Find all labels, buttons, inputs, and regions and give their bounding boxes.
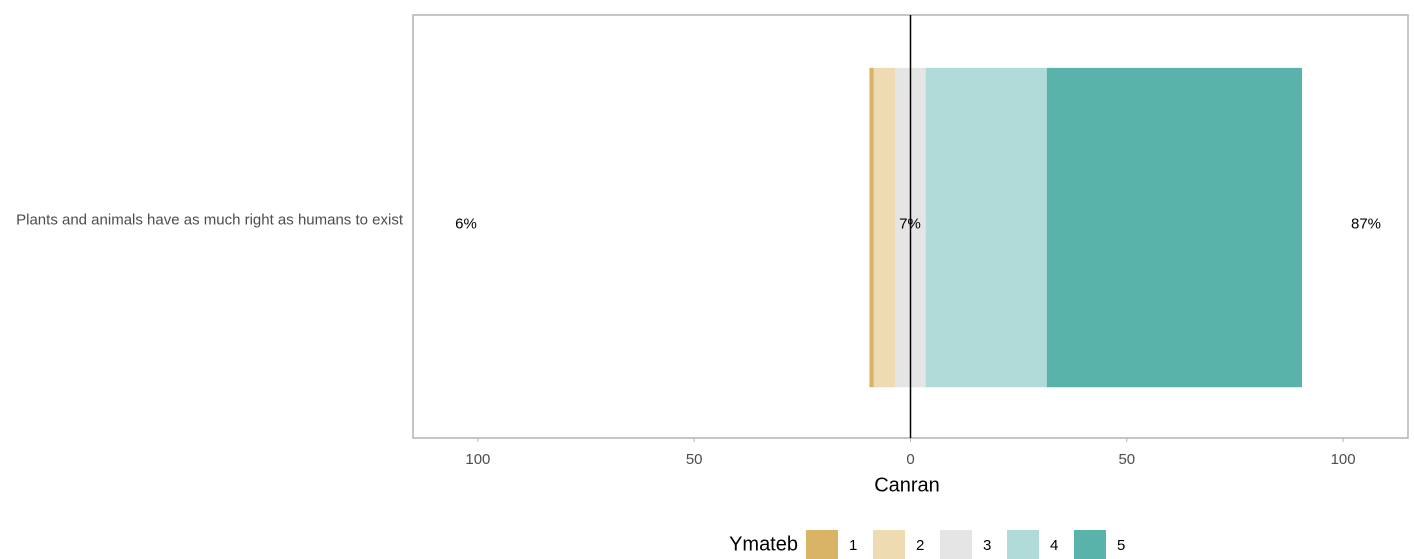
legend-label: 1 [849, 537, 857, 554]
x-tick-label: 50 [1118, 451, 1135, 468]
summary-label: 6% [455, 215, 477, 232]
legend-title: Ymateb [729, 533, 798, 555]
legend-swatch [873, 530, 905, 559]
bar-segment [1046, 67, 1303, 388]
legend-swatch [1007, 530, 1039, 559]
x-tick-label: 100 [1331, 451, 1356, 468]
category-label-line: Plants and animals have as much right as… [16, 211, 404, 228]
legend-swatch [1074, 530, 1106, 559]
legend-swatch [940, 530, 972, 559]
bar-segment [873, 67, 896, 388]
x-tick-label: 0 [906, 451, 914, 468]
bar-segment [925, 67, 1047, 388]
bar-segment [869, 67, 874, 388]
x-axis-title: Canran [874, 474, 940, 496]
summary-label: 87% [1351, 215, 1381, 232]
category-label: Plants and animals have as much right as… [16, 211, 404, 228]
legend-label: 5 [1117, 537, 1125, 554]
legend-label: 3 [983, 537, 991, 554]
x-tick-label: 50 [686, 451, 703, 468]
legend-swatch [806, 530, 838, 559]
x-tick-label: 100 [465, 451, 490, 468]
legend-label: 4 [1050, 537, 1058, 554]
legend-label: 2 [916, 537, 924, 554]
